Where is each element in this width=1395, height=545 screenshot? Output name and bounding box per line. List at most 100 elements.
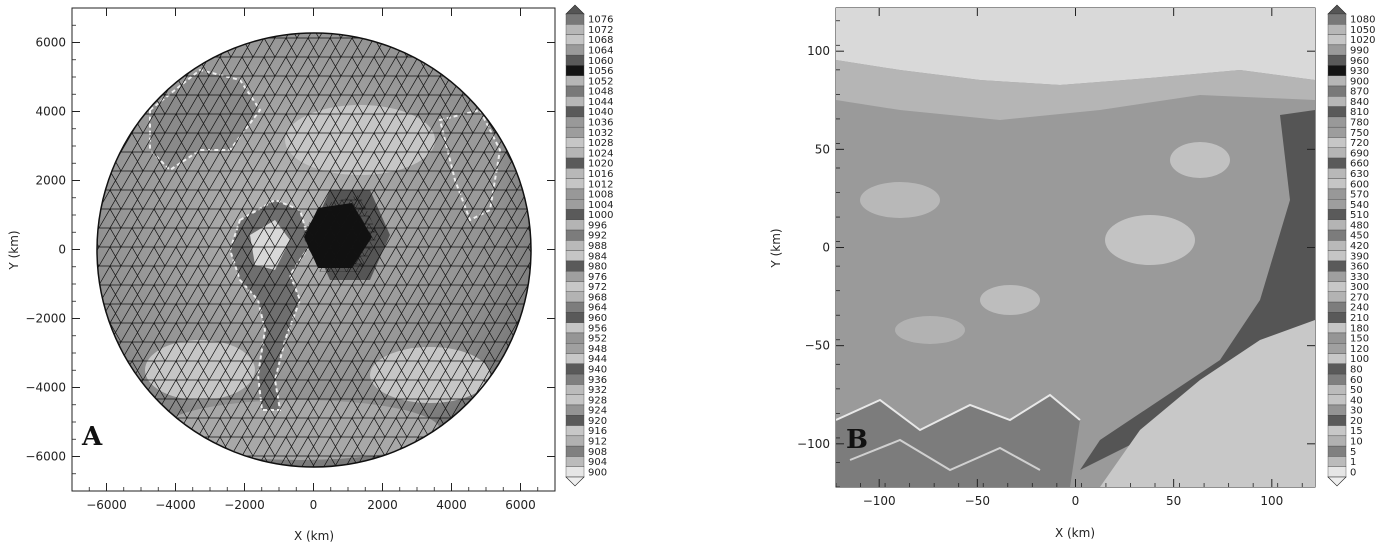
colorbar-swatch: [565, 147, 585, 159]
colorbar-swatch: [565, 271, 585, 282]
colorbar-label: 1028: [588, 138, 613, 149]
sphere-outline: [96, 32, 532, 468]
colorbar-label: 1076: [588, 15, 613, 26]
x-tick-label: 4000: [436, 498, 467, 512]
colorbar-swatch: [1327, 353, 1347, 365]
colorbar-label: 1052: [588, 76, 613, 87]
x-tick-label: −2000: [224, 498, 265, 512]
terrain-field: [836, 8, 1315, 487]
colorbar-label: 1: [1350, 457, 1356, 468]
colorbar-label: 1036: [588, 118, 613, 129]
colorbar-swatch: [565, 466, 585, 478]
colorbar-label: 992: [588, 231, 607, 242]
colorbar-swatch: [565, 96, 585, 107]
colorbar-swatch: [565, 209, 585, 220]
x-tick-label: 6000: [505, 498, 536, 512]
colorbar-swatch: [565, 137, 585, 148]
colorbar-swatch: [1327, 13, 1347, 25]
colorbar-label: 952: [588, 334, 607, 345]
colorbar-swatch: [1327, 260, 1347, 272]
colorbar-label: 960: [588, 313, 607, 324]
colorbar-label: 936: [588, 375, 607, 386]
colorbar-swatch: [565, 116, 585, 128]
colorbar-swatch: [565, 157, 585, 169]
colorbar-label: 1024: [588, 148, 613, 159]
colorbar-swatch: [1327, 168, 1347, 179]
colorbar-label: 780: [1350, 118, 1369, 129]
colorbar-label: 20: [1350, 416, 1363, 427]
colorbar-swatch: [1327, 250, 1347, 262]
colorbar-swatch: [565, 312, 585, 323]
colorbar-label: 5: [1350, 447, 1356, 458]
colorbar-label: 1020: [588, 159, 613, 170]
colorbar-label: 1008: [588, 190, 613, 201]
colorbar-label: 1060: [588, 56, 613, 67]
colorbar-swatch: [1327, 147, 1347, 159]
colorbar-label: 912: [588, 436, 607, 447]
panel-letter-b: B: [846, 425, 868, 455]
panel-letter-a: A: [81, 422, 103, 452]
colorbar-label: 40: [1350, 395, 1363, 406]
y-tick-label: −4000: [25, 381, 66, 395]
colorbar-swatch: [1327, 34, 1347, 46]
colorbar-swatch: [565, 168, 585, 179]
axes-b: −100 −50 0 50 100 100 50 0 −50 −100: [797, 8, 1315, 508]
colorbar-swatch: [1327, 75, 1347, 87]
colorbar-label: 360: [1350, 262, 1369, 273]
colorbar-label: 15: [1350, 426, 1363, 437]
ylabel-b: Y (km): [769, 228, 783, 268]
colorbar-swatch: [565, 435, 585, 447]
colorbar-label: 540: [1350, 200, 1369, 211]
colorbar-swatch: [565, 291, 585, 303]
colorbar-swatch: [565, 54, 585, 66]
colorbar-label: 810: [1350, 107, 1369, 118]
colorbar-swatch: [1327, 44, 1347, 56]
colorbar-label: 100: [1350, 354, 1369, 365]
colorbar-label: 972: [588, 282, 607, 293]
y-tick-label: −6000: [25, 450, 66, 464]
colorbar-label: 720: [1350, 138, 1369, 149]
x-tick-label: −50: [965, 494, 990, 508]
colorbar-swatch: [565, 456, 585, 467]
colorbar-swatch: [565, 425, 585, 437]
ylabel-a: Y (km): [7, 230, 21, 270]
colorbar-label: 690: [1350, 148, 1369, 159]
y-tick-label: 0: [822, 241, 830, 255]
colorbar-swatch: [1327, 425, 1347, 437]
colorbar-swatch: [1327, 188, 1347, 200]
colorbar-label: 904: [588, 457, 607, 468]
x-tick-label: −100: [863, 494, 896, 508]
colorbar-swatch: [1327, 85, 1347, 97]
colorbar-label: 996: [588, 220, 607, 231]
colorbar-label: 750: [1350, 128, 1369, 139]
axes-a: −6000 −4000 −2000 0 2000 4000 6000 6000 4000 2000…: [25, 7, 556, 512]
colorbar-swatch: [1327, 126, 1347, 138]
xlabel-a: X (km): [294, 529, 334, 543]
colorbar-swatch: [1327, 301, 1347, 313]
colorbar-label: 870: [1350, 87, 1369, 98]
colorbar-label: 300: [1350, 282, 1369, 293]
colorbar-swatch: [565, 198, 585, 210]
colorbar-label: 450: [1350, 231, 1369, 242]
colorbar-swatch: [565, 240, 585, 251]
colorbar-label: 1072: [588, 25, 613, 36]
x-tick-label: 100: [1260, 494, 1283, 508]
colorbar-swatch: [565, 219, 585, 231]
colorbar-b: 1080105010209909609309008708408107807507…: [1327, 4, 1375, 487]
colorbar-swatch: [565, 301, 585, 313]
colorbar-swatch: [1327, 445, 1347, 457]
x-tick-label: 50: [1166, 494, 1181, 508]
colorbar-swatch: [1327, 106, 1347, 118]
colorbar-swatch: [1327, 394, 1347, 406]
colorbar-label: 1044: [588, 97, 613, 108]
colorbar-swatch: [1327, 312, 1347, 323]
x-tick-label: −4000: [155, 498, 196, 512]
colorbar-swatch: [565, 24, 585, 35]
colorbar-swatch: [565, 188, 585, 200]
colorbar-swatch: [565, 13, 585, 25]
colorbar-label: 840: [1350, 97, 1369, 108]
colorbar-swatch: [565, 44, 585, 56]
x-tick-label: −6000: [86, 498, 127, 512]
colorbar-label: 120: [1350, 344, 1369, 355]
